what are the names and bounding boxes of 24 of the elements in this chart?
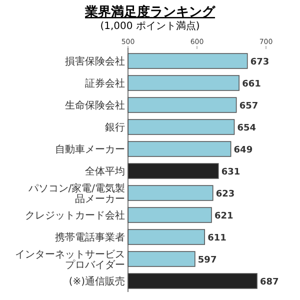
data-label: 623 <box>216 190 235 200</box>
y-tick-label: 損害保険会社 <box>65 56 125 68</box>
data-label: 631 <box>221 168 240 178</box>
y-tick-label: 携帯電話事業者 <box>55 232 125 244</box>
chart-title: 業界満足度ランキング <box>84 4 216 20</box>
y-tick-label: 全体平均 <box>85 166 125 178</box>
data-label: 657 <box>239 102 258 112</box>
data-label: 673 <box>250 58 270 68</box>
data-label: 687 <box>260 278 279 288</box>
data-label: 597 <box>198 256 217 266</box>
y-tick-label: 生命保険会社 <box>65 100 125 112</box>
data-label: 654 <box>237 124 256 134</box>
y-tick-label: (※)通信販売 <box>68 276 125 288</box>
data-label: 611 <box>208 234 226 244</box>
data-label: 661 <box>242 80 261 90</box>
y-tick-label: パソコン/家電/電気製品メーカー <box>27 182 125 205</box>
y-tick-label: インターネットサービスプロバイダー <box>15 249 125 271</box>
chart-subtitle: (1,000 ポイント満点) <box>100 20 200 32</box>
y-tick-label: 証券会社 <box>85 78 125 90</box>
data-label: 649 <box>234 146 253 156</box>
y-tick-label: 自動車メーカー <box>55 144 125 156</box>
data-label: 621 <box>214 212 234 222</box>
y-tick-label: 銀行 <box>105 122 125 134</box>
y-tick-label: クレジットカード会社 <box>25 210 125 222</box>
